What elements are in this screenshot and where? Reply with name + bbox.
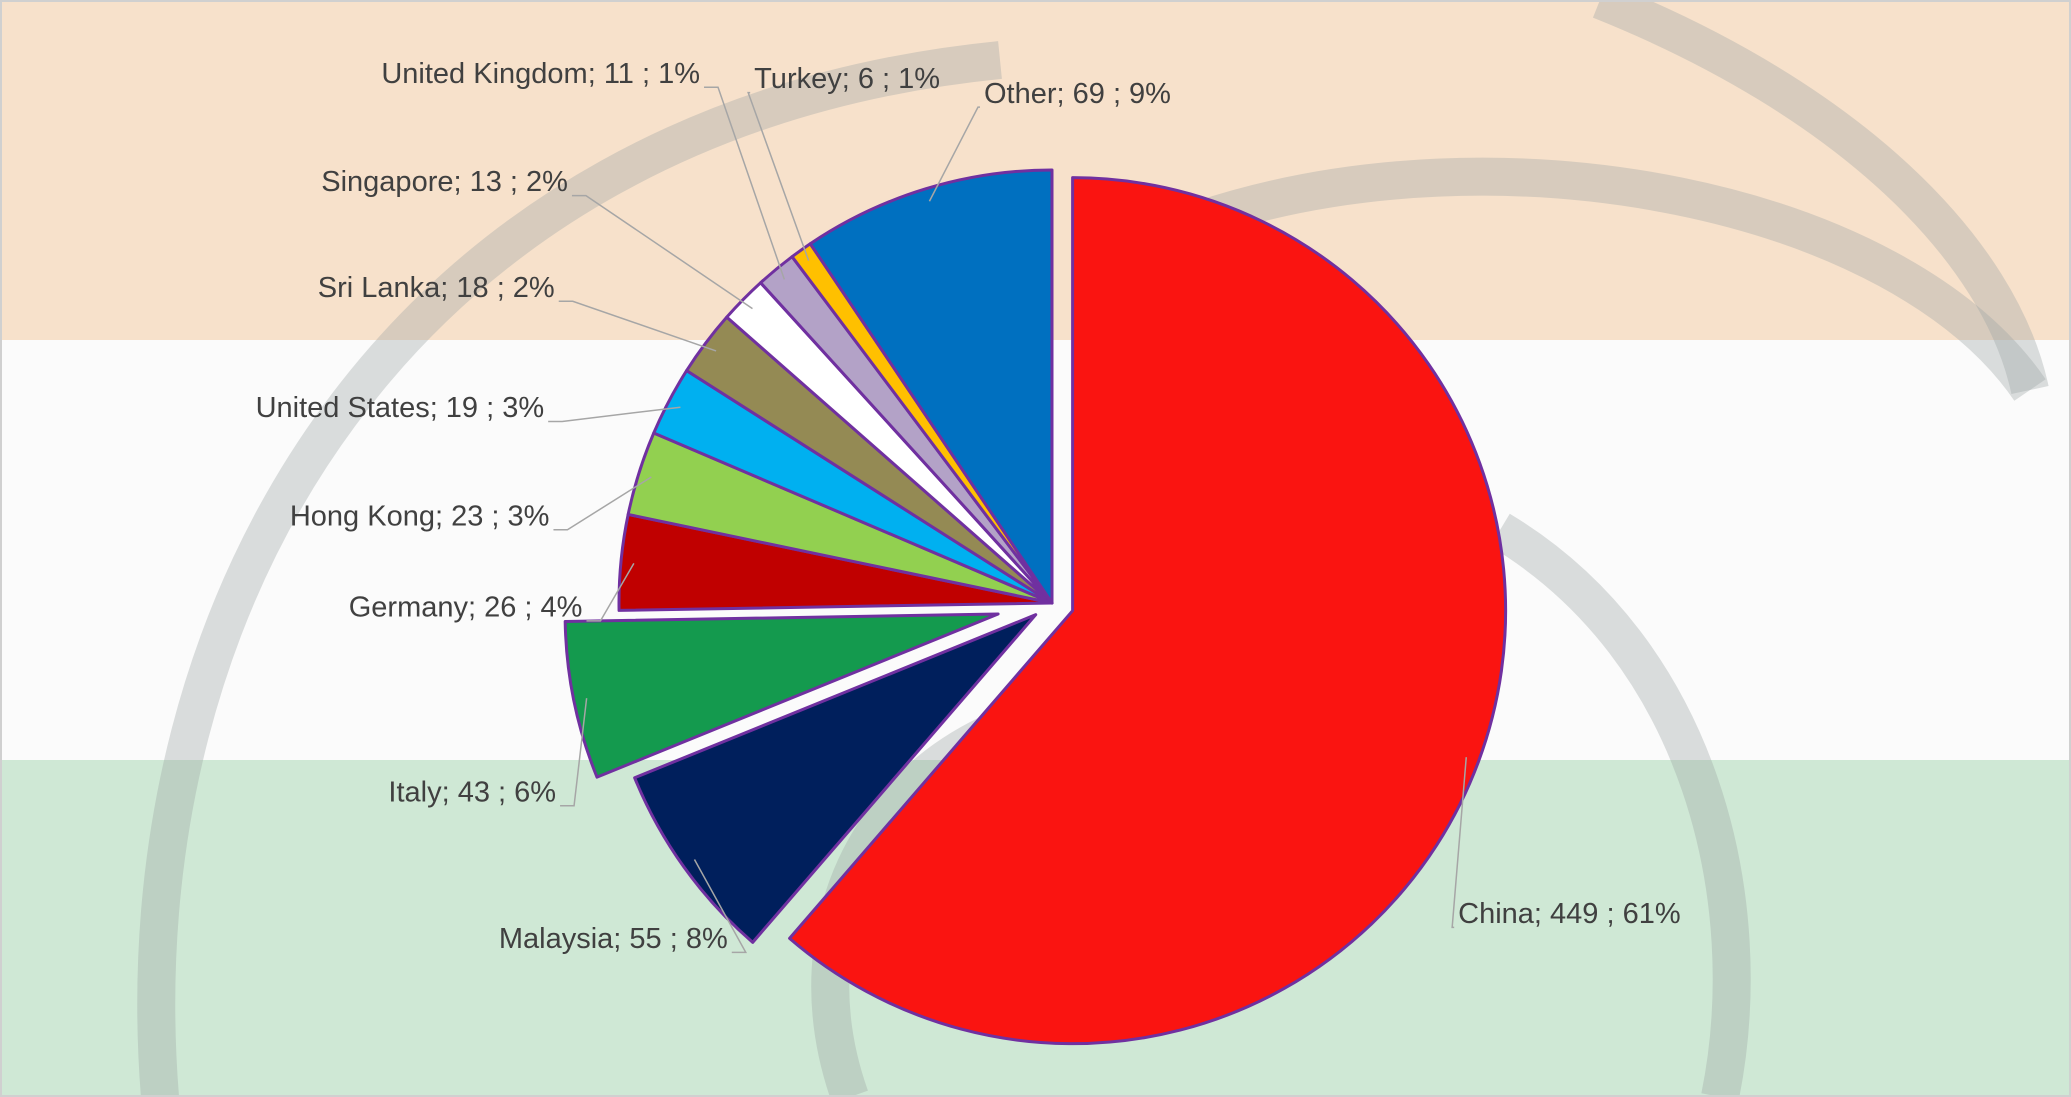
data-label: Germany; 26 ; 4% (349, 592, 583, 624)
leader-line (1451, 757, 1468, 929)
leader-line (704, 86, 786, 280)
arc (1592, 0, 2049, 395)
pie-slice (563, 612, 1000, 779)
pie-slice (633, 613, 1038, 944)
data-label: Hong Kong; 23 ; 3% (290, 500, 550, 532)
leader-line (693, 859, 748, 954)
leader-line (571, 194, 753, 310)
data-label: Italy; 43 ; 6% (388, 776, 556, 808)
data-label: Malaysia; 55 ; 8% (499, 923, 728, 955)
data-label: Sri Lanka; 18 ; 2% (318, 272, 555, 304)
leader-line (553, 476, 652, 531)
data-label: Singapore; 13 ; 2% (321, 166, 568, 198)
data-label: China; 449 ; 61% (1458, 898, 1680, 930)
leader-line (558, 300, 717, 352)
leader-line (747, 91, 810, 261)
arc (1490, 513, 1751, 1097)
leader-line (548, 406, 681, 423)
leader-line (928, 106, 980, 202)
data-label: Turkey; 6 ; 1% (754, 63, 940, 95)
labels: China; 449 ; 61% Malaysia; 55 ; 8% Italy; … (256, 58, 1681, 955)
data-label: Other; 69 ; 9% (984, 78, 1171, 110)
data-label: United Kingdom; 11 ; 1% (381, 58, 700, 90)
leader-line (560, 698, 588, 807)
data-label: United States; 19 ; 3% (256, 392, 545, 424)
pie-slice (808, 168, 1054, 605)
pie-slice (788, 176, 1508, 1046)
arc (1194, 157, 2046, 401)
pie (563, 168, 1508, 1046)
arc (137, 41, 1002, 1097)
leader-line (586, 563, 635, 622)
